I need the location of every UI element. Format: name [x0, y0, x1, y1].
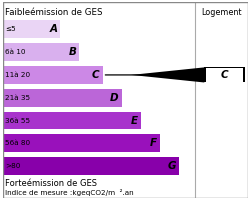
Text: >80: >80: [5, 163, 20, 169]
Polygon shape: [131, 67, 204, 82]
Text: 11à 20: 11à 20: [5, 72, 30, 78]
Text: B: B: [68, 47, 76, 57]
Text: ≤5: ≤5: [5, 26, 16, 32]
Text: 36à 55: 36à 55: [5, 118, 30, 124]
Text: G: G: [168, 161, 176, 171]
Text: Logement: Logement: [201, 8, 241, 17]
Text: 21à 35: 21à 35: [5, 95, 30, 101]
Text: C: C: [221, 70, 228, 80]
Text: 6à 10: 6à 10: [5, 49, 25, 55]
Bar: [206, 68, 243, 82]
Bar: [2, 20, 60, 38]
Text: Indice de mesure :kgeqCO2/m  ².an: Indice de mesure :kgeqCO2/m ².an: [5, 189, 134, 196]
Bar: [204, 67, 245, 82]
Bar: [2, 134, 160, 152]
Text: E: E: [131, 116, 138, 126]
Text: F: F: [150, 138, 157, 148]
Text: 56à 80: 56à 80: [5, 140, 30, 146]
Text: D: D: [110, 93, 119, 103]
Text: Forteémission de GES: Forteémission de GES: [5, 179, 97, 188]
Bar: [2, 112, 141, 129]
Text: C: C: [92, 70, 100, 80]
Text: Faibleémission de GES: Faibleémission de GES: [5, 8, 102, 17]
Bar: [2, 89, 122, 107]
Bar: [2, 157, 180, 175]
Text: A: A: [49, 24, 57, 34]
Bar: [2, 66, 102, 84]
Bar: [2, 43, 80, 61]
